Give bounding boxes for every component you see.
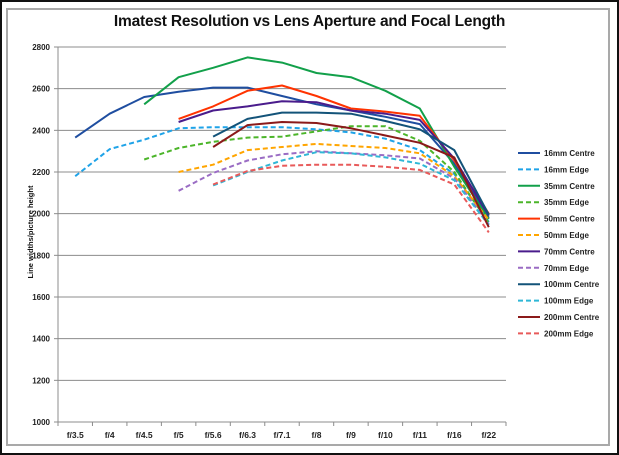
x-tick-label: f/4	[105, 430, 115, 440]
x-tick-label: f/10	[378, 430, 393, 440]
series-line-16mm-edge	[74, 126, 490, 223]
y-tick-label: 2800	[32, 43, 50, 52]
y-tick-label: 1600	[32, 293, 50, 302]
gridlines	[58, 46, 506, 381]
legend-label: 50mm Edge	[544, 231, 589, 240]
x-tick-label: f/16	[447, 430, 462, 440]
legend-label: 35mm Centre	[544, 182, 595, 191]
y-tick-label: 1800	[32, 251, 50, 260]
legend-label: 50mm Centre	[544, 215, 595, 224]
y-tick-label: 1000	[32, 418, 50, 427]
legend-label: 35mm Edge	[544, 198, 589, 207]
series-line-35mm-edge	[143, 125, 490, 224]
series-lines	[74, 56, 490, 233]
x-tick-label: f/9	[346, 430, 356, 440]
y-tick-label: 2000	[32, 210, 50, 219]
chart-frame	[6, 8, 610, 446]
x-tick-labels: f/3.5 f/4 f/4.5 f/5 f/5.6 f/6.3 f/7.1 f/8 f/9 f/1…	[67, 430, 497, 440]
legend-label: 100mm Centre	[544, 280, 600, 289]
series-line-50mm-edge	[178, 142, 490, 221]
chart-title: Imatest Resolution vs Lens Aperture and …	[113, 13, 506, 30]
series-line-200mm-centre	[212, 121, 490, 228]
series-line-70mm-centre	[178, 100, 490, 217]
x-tick-label: f/5	[174, 430, 184, 440]
legend-label: 16mm Edge	[544, 165, 589, 174]
legend-label: 70mm Edge	[544, 264, 589, 273]
legend-label: 16mm Centre	[544, 149, 595, 158]
series-line-35mm-centre	[143, 56, 490, 220]
legend-label: 70mm Centre	[544, 247, 595, 256]
y-tick-label: 1400	[32, 335, 50, 344]
x-tick-label: f/22	[481, 430, 496, 440]
series-line-100mm-centre	[212, 111, 490, 216]
y-tick-label: 1200	[32, 376, 50, 385]
legend-label: 200mm Centre	[544, 313, 600, 322]
y-tick-label: 2400	[32, 126, 50, 135]
x-tick-label: f/3.5	[67, 430, 84, 440]
x-tick-label: f/5.6	[205, 430, 222, 440]
axes	[54, 46, 507, 426]
x-tick-label: f/8	[312, 430, 322, 440]
x-tick-label: f/4.5	[136, 430, 153, 440]
y-tick-label: 2200	[32, 168, 50, 177]
x-tick-label: f/7.1	[273, 430, 290, 440]
legend: 16mm Centre 16mm Edge 35mm Centre 35mm Edge…	[518, 149, 600, 338]
series-line-70mm-edge	[178, 150, 490, 225]
y-tick-label: 2600	[32, 85, 50, 94]
series-line-16mm-centre	[74, 86, 490, 219]
x-tick-label: f/6.3	[239, 430, 256, 440]
x-tick-label: f/11	[413, 430, 427, 440]
series-line-100mm-edge	[212, 151, 490, 226]
legend-label: 100mm Edge	[544, 297, 594, 306]
legend-label: 200mm Edge	[544, 329, 594, 338]
y-axis-label: Line widths/picture height	[26, 185, 35, 278]
series-line-200mm-edge	[212, 163, 490, 233]
y-tick-labels: 1000 1200 1400 1600 1800 2000 2200 2400 2600 2800	[32, 43, 50, 427]
